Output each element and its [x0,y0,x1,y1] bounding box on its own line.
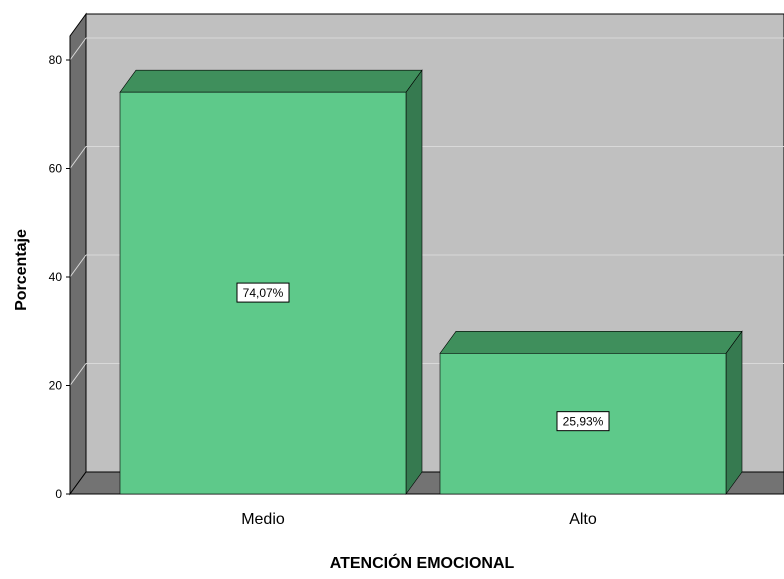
x-axis-title: ATENCIÓN EMOCIONAL [330,553,515,572]
data-label-text: 25,93% [563,415,604,429]
gridline-side [69,146,87,169]
data-label-box [236,282,290,303]
gridline-side [69,254,87,278]
data-label-text: 74,07% [243,286,284,300]
data-label: 74,07% [236,282,290,303]
y-tick-label: 60 [49,162,63,176]
data-label: 25,93% [556,411,610,432]
bar-side [405,69,423,495]
y-tick-label: 40 [49,270,63,284]
data-label-box [556,411,610,432]
y-axis-title: Porcentaje [13,229,30,311]
y-tick-label: 0 [55,487,62,501]
x-tick-label: Medio [241,511,285,528]
gridline-side [69,363,87,386]
x-tick-label: Alto [569,511,597,528]
gridline-side [69,37,87,61]
bar-top [119,69,423,93]
y-tick-label: 20 [49,379,63,393]
side-wall [69,12,87,496]
bar-side [725,330,743,495]
bar-top [439,331,743,354]
y-tick-label: 80 [49,53,63,67]
bar [439,330,743,495]
bar [119,69,423,495]
